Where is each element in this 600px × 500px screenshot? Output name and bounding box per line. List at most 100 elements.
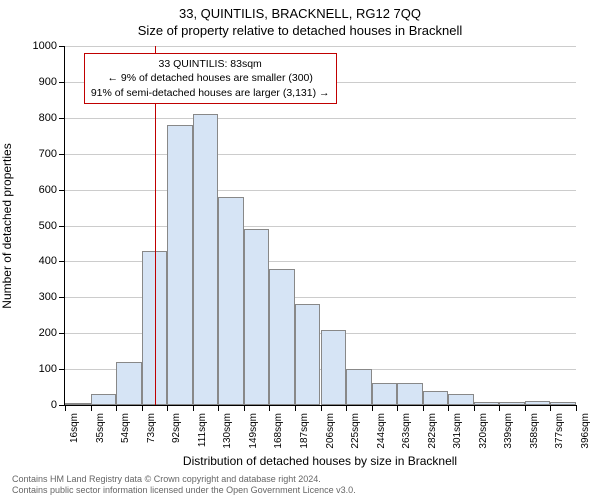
- histogram-bar: [295, 304, 321, 405]
- x-tick-label: 130sqm: [222, 413, 233, 449]
- x-tick-label: 54sqm: [120, 413, 131, 443]
- x-tick-label: 92sqm: [171, 413, 182, 443]
- x-tick-label: 16sqm: [69, 413, 80, 443]
- x-tick: [474, 405, 475, 411]
- histogram-bar: [550, 402, 576, 405]
- x-tick: [321, 405, 322, 411]
- histogram-bar: [525, 401, 551, 405]
- y-tick: [59, 369, 65, 370]
- x-tick-label: 282sqm: [427, 413, 438, 449]
- histogram-bar: [65, 403, 91, 405]
- x-tick-label: 225sqm: [350, 413, 361, 449]
- address-title: 33, QUINTILIS, BRACKNELL, RG12 7QQ: [0, 0, 600, 21]
- y-tick-label: 300: [39, 291, 57, 303]
- y-tick: [59, 297, 65, 298]
- x-tick-label: 111sqm: [197, 413, 208, 447]
- y-tick-label: 700: [39, 148, 57, 160]
- chart-container: 33, QUINTILIS, BRACKNELL, RG12 7QQ Size …: [0, 0, 600, 500]
- x-tick-label: 206sqm: [325, 413, 336, 449]
- y-tick-label: 400: [39, 255, 57, 267]
- y-tick-label: 800: [39, 112, 57, 124]
- x-tick: [550, 405, 551, 411]
- footer-line1: Contains HM Land Registry data © Crown c…: [12, 474, 356, 485]
- y-tick: [59, 46, 65, 47]
- histogram-bar: [167, 125, 193, 405]
- x-tick-label: 301sqm: [452, 413, 463, 449]
- x-tick: [576, 405, 577, 411]
- y-tick-label: 1000: [33, 40, 57, 52]
- x-tick-label: 168sqm: [273, 413, 284, 449]
- x-tick-label: 244sqm: [376, 413, 387, 449]
- y-tick-label: 0: [51, 399, 57, 411]
- x-tick: [372, 405, 373, 411]
- x-tick: [91, 405, 92, 411]
- x-tick: [448, 405, 449, 411]
- x-tick-label: 35sqm: [95, 413, 106, 443]
- histogram-bar: [269, 269, 295, 405]
- footer-line2: Contains public sector information licen…: [12, 485, 356, 496]
- y-tick: [59, 333, 65, 334]
- gridline-h: [65, 46, 576, 47]
- x-tick: [65, 405, 66, 411]
- y-tick: [59, 154, 65, 155]
- y-tick: [59, 118, 65, 119]
- x-tick: [346, 405, 347, 411]
- plot-area: 0100200300400500600700800900100016sqm35s…: [64, 46, 576, 406]
- y-tick-label: 600: [39, 184, 57, 196]
- info-box-line1: 33 QUINTILIS: 83sqm: [91, 57, 330, 71]
- info-box-line3: 91% of semi-detached houses are larger (…: [91, 86, 330, 100]
- x-tick: [193, 405, 194, 411]
- x-tick-label: 358sqm: [529, 413, 540, 449]
- x-tick-label: 320sqm: [478, 413, 489, 449]
- x-tick: [295, 405, 296, 411]
- x-tick-label: 339sqm: [503, 413, 514, 449]
- histogram-bar: [116, 362, 142, 405]
- x-tick: [269, 405, 270, 411]
- x-tick: [525, 405, 526, 411]
- x-tick: [499, 405, 500, 411]
- x-tick-label: 377sqm: [554, 413, 565, 449]
- gridline-h: [65, 190, 576, 191]
- histogram-bar: [193, 114, 219, 405]
- x-tick-label: 149sqm: [248, 413, 259, 449]
- x-tick: [116, 405, 117, 411]
- y-tick-label: 200: [39, 327, 57, 339]
- histogram-bar: [91, 394, 117, 405]
- y-tick-label: 500: [39, 220, 57, 232]
- histogram-bar: [218, 197, 244, 405]
- chart-subtitle: Size of property relative to detached ho…: [0, 21, 600, 38]
- x-axis-title: Distribution of detached houses by size …: [64, 454, 576, 468]
- histogram-bar: [474, 402, 500, 405]
- y-tick-label: 100: [39, 363, 57, 375]
- x-tick: [423, 405, 424, 411]
- x-tick-label: 263sqm: [401, 413, 412, 449]
- gridline-h: [65, 118, 576, 119]
- histogram-bar: [372, 383, 398, 405]
- x-tick: [397, 405, 398, 411]
- histogram-bar: [244, 229, 270, 405]
- info-box: 33 QUINTILIS: 83sqm← 9% of detached hous…: [84, 53, 337, 104]
- histogram-bar: [321, 330, 347, 405]
- gridline-h: [65, 226, 576, 227]
- x-tick-label: 73sqm: [146, 413, 157, 443]
- histogram-bar: [499, 402, 525, 405]
- y-tick: [59, 82, 65, 83]
- x-tick: [218, 405, 219, 411]
- histogram-bar: [423, 391, 449, 405]
- y-tick: [59, 261, 65, 262]
- y-tick: [59, 226, 65, 227]
- histogram-bar: [346, 369, 372, 405]
- histogram-bar: [448, 394, 474, 405]
- x-tick: [142, 405, 143, 411]
- x-tick: [244, 405, 245, 411]
- y-tick: [59, 190, 65, 191]
- y-tick-label: 900: [39, 76, 57, 88]
- x-tick: [167, 405, 168, 411]
- y-axis-title: Number of detached properties: [0, 143, 14, 308]
- x-tick-label: 396sqm: [580, 413, 591, 449]
- histogram-bar: [397, 383, 423, 405]
- info-box-line2: ← 9% of detached houses are smaller (300…: [91, 71, 330, 85]
- x-tick-label: 187sqm: [299, 413, 310, 449]
- footer-attribution: Contains HM Land Registry data © Crown c…: [12, 474, 356, 496]
- gridline-h: [65, 154, 576, 155]
